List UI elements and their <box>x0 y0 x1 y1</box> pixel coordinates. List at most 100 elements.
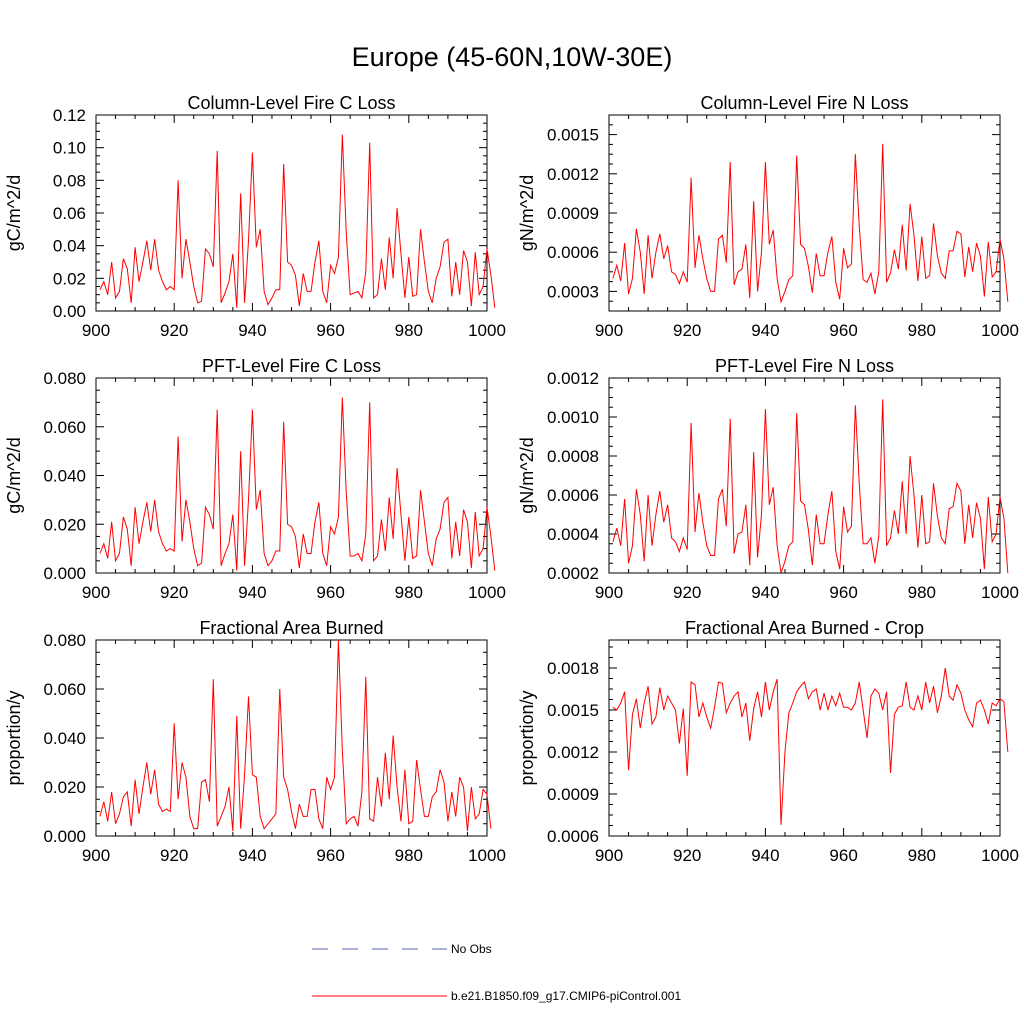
y-axis-label: gC/m^2/d <box>4 437 24 513</box>
x-tick-label: 900 <box>595 321 623 340</box>
series-line <box>612 143 1009 304</box>
y-tick-label: 0.10 <box>53 139 86 158</box>
x-tick-label: 960 <box>316 321 344 340</box>
panel-title: Fractional Area Burned - Crop <box>685 618 924 638</box>
legend-run-label: b.e21.B1850.f09_g17.CMIP6-piControl.001 <box>451 989 681 1003</box>
y-axis-label: proportion/y <box>4 690 24 785</box>
y-axis-label: gN/m^2/d <box>517 175 537 251</box>
y-tick-label: 0.020 <box>43 515 86 534</box>
panel-2: Column-Level Fire N Loss gN/m^2/d 900 920 94… <box>517 93 1019 340</box>
series-line <box>99 134 496 308</box>
y-tick-label: 0.020 <box>43 778 86 797</box>
panel-1: Column-Level Fire C Loss gC/m^2/d 900 920 94… <box>4 93 506 340</box>
y-tick-label: 0.0012 <box>547 743 599 762</box>
y-tick-label: 0.0008 <box>547 447 599 466</box>
x-tick-label: 940 <box>751 583 779 602</box>
x-tick-label: 980 <box>908 583 936 602</box>
series-line <box>99 397 496 571</box>
x-tick-label: 1000 <box>468 583 506 602</box>
y-tick-label: 0.02 <box>53 269 86 288</box>
y-tick-label: 0.0009 <box>547 204 599 223</box>
y-tick-label: 0.06 <box>53 204 86 223</box>
x-tick-label: 1000 <box>468 846 506 865</box>
y-tick-label: 0.0015 <box>547 701 599 720</box>
legend-obs-label: No Obs <box>451 942 492 956</box>
y-tick-label: 0.0012 <box>547 165 599 184</box>
x-tick-label: 960 <box>316 846 344 865</box>
legend: No Obs b.e21.B1850.f09_g17.CMIP6-piContr… <box>312 942 681 1003</box>
x-tick-label: 1000 <box>981 321 1019 340</box>
x-tick-label: 940 <box>238 846 266 865</box>
x-tick-label: 940 <box>238 321 266 340</box>
plot-frame <box>95 377 488 574</box>
x-tick-label: 900 <box>82 583 110 602</box>
y-tick-label: 0.0012 <box>547 369 599 388</box>
panel-title: PFT-Level Fire C Loss <box>202 356 381 376</box>
y-tick-label: 0.0002 <box>547 564 599 583</box>
x-tick-label: 900 <box>595 846 623 865</box>
y-tick-label: 0.0006 <box>547 827 599 846</box>
plot-frame <box>608 377 1001 574</box>
panel-title: Fractional Area Burned <box>199 618 383 638</box>
y-tick-label: 0.0006 <box>547 486 599 505</box>
y-axis-label: proportion/y <box>517 690 537 785</box>
x-tick-label: 980 <box>908 321 936 340</box>
y-tick-label: 0.0009 <box>547 785 599 804</box>
panel-3: PFT-Level Fire C Loss gC/m^2/d 900 920 940 96… <box>4 356 506 602</box>
y-tick-label: 0.08 <box>53 171 86 190</box>
y-tick-label: 0.040 <box>43 729 86 748</box>
x-tick-label: 960 <box>829 321 857 340</box>
x-tick-label: 980 <box>395 321 423 340</box>
x-tick-label: 920 <box>673 846 701 865</box>
y-tick-label: 0.060 <box>43 680 86 699</box>
y-tick-label: 0.060 <box>43 418 86 437</box>
y-tick-label: 0.0006 <box>547 243 599 262</box>
y-tick-label: 0.080 <box>43 369 86 388</box>
y-tick-label: 0.080 <box>43 631 86 650</box>
y-tick-label: 0.12 <box>53 106 86 125</box>
x-tick-label: 920 <box>160 583 188 602</box>
x-tick-label: 980 <box>395 583 423 602</box>
x-tick-label: 900 <box>595 583 623 602</box>
x-tick-label: 960 <box>829 846 857 865</box>
x-tick-label: 1000 <box>981 583 1019 602</box>
x-tick-label: 900 <box>82 846 110 865</box>
y-tick-label: 0.04 <box>53 237 86 256</box>
plot-frame <box>608 639 1001 837</box>
main-title: Europe (45-60N,10W-30E) <box>352 42 673 72</box>
plot-frame <box>95 639 488 837</box>
panel-6: Fractional Area Burned - Crop proportion/… <box>517 618 1019 865</box>
panel-title: Column-Level Fire N Loss <box>700 93 908 113</box>
x-tick-label: 980 <box>395 846 423 865</box>
x-tick-label: 920 <box>160 321 188 340</box>
panel-title: Column-Level Fire C Loss <box>187 93 395 113</box>
x-tick-label: 1000 <box>981 846 1019 865</box>
series-line <box>612 399 1009 574</box>
y-tick-label: 0.00 <box>53 302 86 321</box>
panel-5: Fractional Area Burned proportion/y 900 920… <box>4 618 506 865</box>
y-tick-label: 0.0010 <box>547 408 599 427</box>
y-tick-label: 0.040 <box>43 467 86 486</box>
x-tick-label: 1000 <box>468 321 506 340</box>
series-line <box>612 667 1009 825</box>
y-axis-label: gC/m^2/d <box>4 175 24 251</box>
x-tick-label: 920 <box>673 583 701 602</box>
y-axis-label: gN/m^2/d <box>517 437 537 513</box>
plot-frame <box>95 114 488 312</box>
x-tick-label: 900 <box>82 321 110 340</box>
y-tick-label: 0.000 <box>43 827 86 846</box>
y-tick-label: 0.0003 <box>547 282 599 301</box>
x-tick-label: 960 <box>316 583 344 602</box>
x-tick-label: 960 <box>829 583 857 602</box>
panel-4: PFT-Level Fire N Loss gN/m^2/d 900 920 940 96… <box>517 356 1019 602</box>
y-tick-label: 0.0004 <box>547 525 599 544</box>
y-tick-label: 0.000 <box>43 564 86 583</box>
panels: Column-Level Fire C Loss gC/m^2/d 900 920 94… <box>4 93 1019 865</box>
series-line <box>99 639 492 832</box>
x-tick-label: 940 <box>238 583 266 602</box>
x-tick-label: 920 <box>160 846 188 865</box>
x-tick-label: 940 <box>751 846 779 865</box>
plot-frame <box>608 114 1001 312</box>
x-tick-label: 940 <box>751 321 779 340</box>
